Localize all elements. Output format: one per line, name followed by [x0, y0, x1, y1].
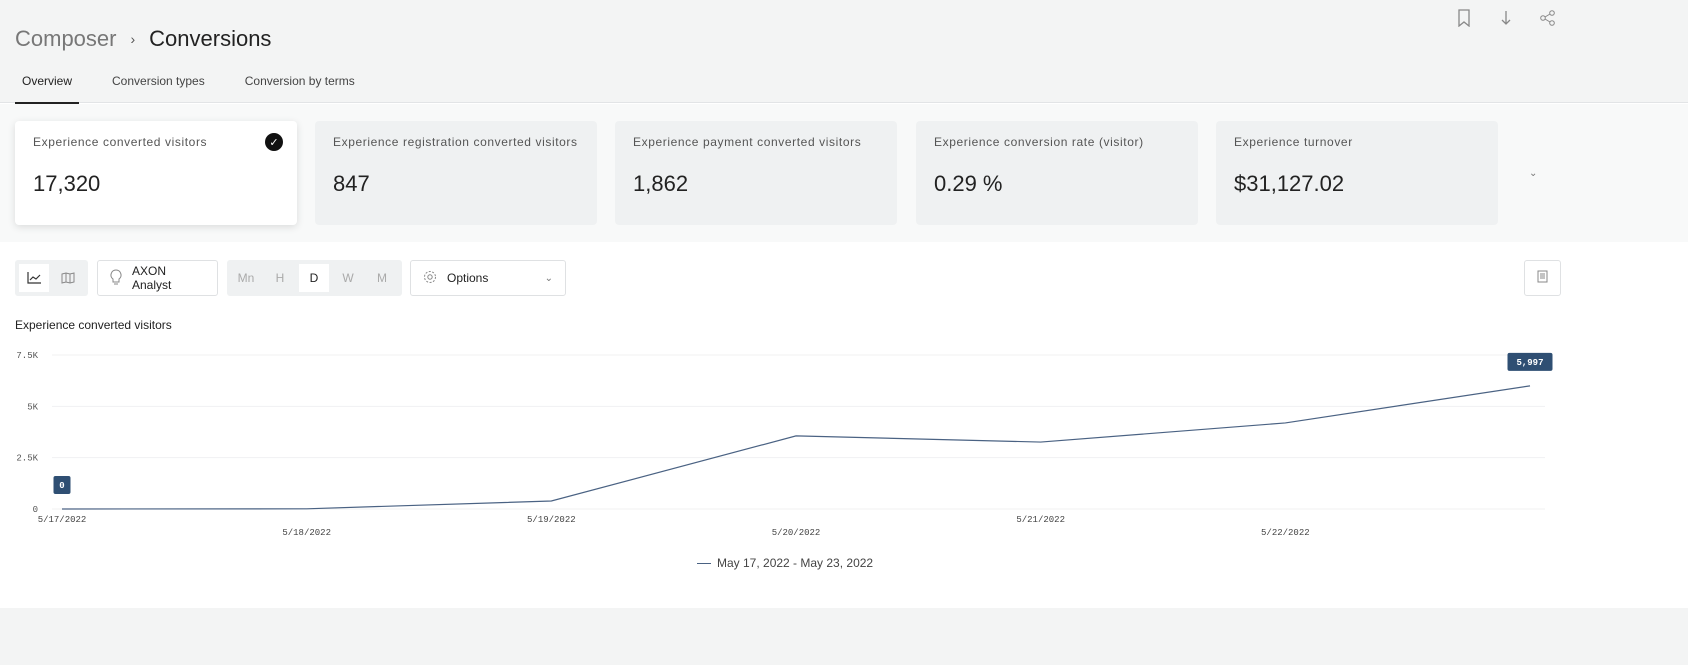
tab-overview[interactable]: Overview	[15, 74, 80, 104]
chevron-down-icon[interactable]: ⌄	[1529, 168, 1538, 179]
chevron-down-icon: ⌄	[544, 272, 553, 284]
check-icon: ✓	[265, 133, 283, 151]
kpi-card-converted-visitors[interactable]: Experience converted visitors 17,320 ✓	[15, 121, 297, 225]
chevron-right-icon: ›	[130, 31, 136, 47]
axon-analyst-label: AXON Analyst	[132, 264, 172, 292]
y-tick-label: 7.5K	[16, 351, 38, 361]
kpi-label: Experience payment converted visitors	[633, 135, 862, 149]
data-label: 0	[59, 481, 64, 491]
line-chart-icon[interactable]	[19, 264, 49, 292]
granularity-selector: Mn H D W M	[227, 260, 402, 296]
kpi-strip: Experience converted visitors 17,320 ✓ E…	[0, 104, 1688, 242]
y-tick-label: 2.5K	[16, 454, 38, 464]
kpi-value: $31,127.02	[1234, 171, 1345, 196]
axon-analyst-button[interactable]: AXON Analyst	[97, 260, 218, 296]
breadcrumb: Composer › Conversions	[15, 26, 271, 52]
document-icon	[1537, 270, 1549, 287]
data-label-box	[53, 476, 71, 494]
granularity-minute[interactable]: Mn	[237, 271, 255, 285]
legend-label: May 17, 2022 - May 23, 2022	[717, 556, 874, 570]
x-tick-label: 5/18/2022	[282, 528, 331, 538]
options-label: Options	[447, 271, 489, 285]
x-tick-label: 5/20/2022	[772, 528, 821, 538]
footer-band	[0, 608, 1688, 665]
tab-conversion-types[interactable]: Conversion types	[112, 74, 205, 88]
x-tick-label: 5/21/2022	[1016, 515, 1065, 525]
series-line	[61, 385, 1531, 510]
legend-swatch	[697, 562, 711, 564]
report-button[interactable]	[1524, 260, 1561, 296]
line-chart: 0 2.5K 5K 7.5K 5/17/2022 5/18/2022 5/19/2022 5/…	[16, 351, 1553, 538]
kpi-card-conversion-rate[interactable]: Experience conversion rate (visitor) 0.2…	[916, 121, 1198, 225]
granularity-week[interactable]: W	[342, 271, 354, 285]
share-icon[interactable]	[1538, 8, 1558, 28]
breadcrumb-composer[interactable]: Composer	[15, 26, 117, 51]
bookmark-icon[interactable]	[1454, 8, 1474, 28]
kpi-value: 0.29 %	[934, 171, 1003, 196]
granularity-day[interactable]: D	[299, 264, 329, 292]
x-tick-label: 5/19/2022	[527, 515, 576, 525]
kpi-card-registration[interactable]: Experience registration converted visito…	[315, 121, 597, 225]
data-label: 5,997	[1516, 358, 1543, 368]
kpi-card-payment[interactable]: Experience payment converted visitors 1,…	[615, 121, 897, 225]
lightbulb-icon	[110, 268, 122, 288]
page-title: Conversions	[149, 26, 272, 51]
kpi-label: Experience turnover	[1234, 135, 1353, 149]
download-icon[interactable]	[1496, 8, 1516, 28]
tab-conversion-by-terms[interactable]: Conversion by terms	[244, 74, 355, 88]
chart-type-toggle	[15, 260, 88, 296]
y-tick-label: 0	[33, 505, 38, 515]
kpi-value: 1,862	[633, 171, 689, 196]
x-tick-label: 5/22/2022	[1261, 528, 1310, 538]
chart-title: Experience converted visitors	[15, 318, 172, 332]
granularity-month[interactable]: M	[377, 271, 387, 285]
kpi-label: Experience registration converted visito…	[333, 135, 578, 149]
kpi-value: 847	[333, 171, 370, 196]
page-header: Composer › Conversions Overview Conversi…	[0, 0, 1688, 104]
map-icon[interactable]	[53, 264, 83, 292]
gear-icon	[423, 270, 437, 287]
y-tick-label: 5K	[27, 402, 38, 412]
kpi-label: Experience converted visitors	[33, 135, 208, 149]
chart-legend[interactable]: May 17, 2022 - May 23, 2022	[697, 556, 873, 570]
kpi-card-turnover[interactable]: Experience turnover $31,127.02	[1216, 121, 1498, 225]
kpi-label: Experience conversion rate (visitor)	[934, 135, 1144, 149]
granularity-hour[interactable]: H	[275, 271, 285, 285]
kpi-value: 17,320	[33, 171, 101, 196]
data-label-box	[1507, 352, 1553, 371]
options-dropdown[interactable]: Options ⌄	[410, 260, 566, 296]
x-tick-label: 5/17/2022	[38, 515, 87, 525]
